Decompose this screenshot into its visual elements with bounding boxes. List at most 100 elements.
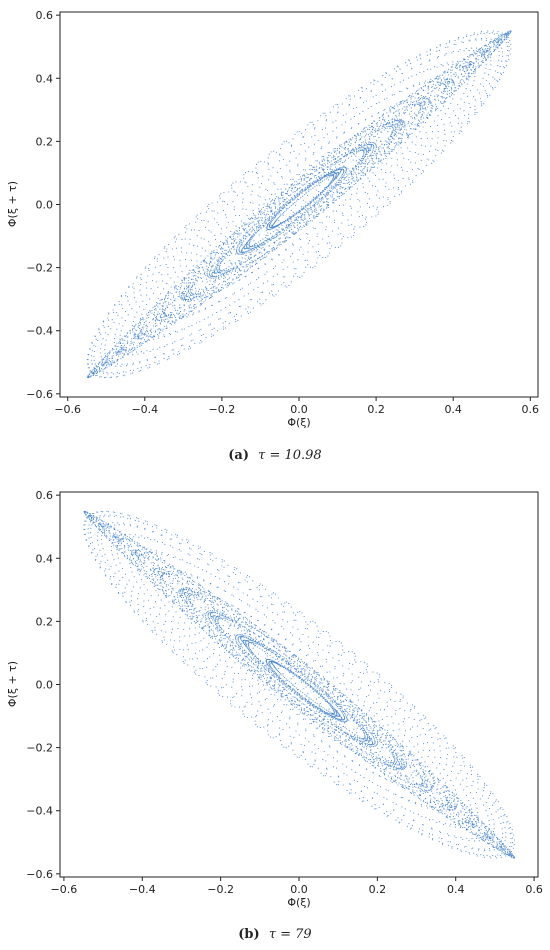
scatter-point-a [356,151,358,153]
scatter-point-a [326,203,328,206]
scatter-point-a [199,294,201,296]
scatter-point-a [267,203,269,205]
scatter-point-a [249,201,251,203]
scatter-point-a [131,372,133,374]
scatter-point-a [355,136,357,138]
scatter-point-a [186,292,188,294]
scatter-point-a [346,176,348,178]
scatter-point-a [382,206,385,208]
scatter-point-a [371,166,373,169]
scatter-point-a [292,222,294,224]
scatter-point-a [250,217,253,219]
scatter-point-a [152,319,154,321]
scatter-point-a [285,237,287,239]
scatter-point-a [226,282,228,285]
scatter-point-a [483,53,485,55]
scatter-point-a [116,351,118,353]
scatter-point-a [221,246,223,248]
scatter-point-a [351,149,353,151]
scatter-point-a [506,45,508,47]
scatter-point-a [335,120,337,122]
scatter-point-a [179,287,181,289]
scatter-point-a [498,51,500,53]
scatter-point-a [496,38,499,40]
scatter-point-a [468,56,470,58]
scatter-point-a [238,215,240,217]
scatter-point-a [479,50,482,52]
scatter-point-a [211,283,214,285]
scatter-point-a [228,251,230,253]
scatter-point-a [258,245,260,247]
scatter-point-a [182,281,184,284]
scatter-point-a [279,153,281,155]
scatter-point-a [315,195,318,197]
scatter-point-a [317,257,319,259]
scatter-point-a [171,320,173,322]
scatter-point-a [340,166,342,169]
scatter-point-a [391,150,393,152]
scatter-point-a [411,68,413,70]
scatter-point-a [373,120,375,122]
scatter-point-a [315,160,317,162]
scatter-point-a [296,190,298,192]
scatter-point-a [339,172,341,174]
scatter-point-a [316,197,318,199]
scatter-point-a [258,223,260,225]
scatter-point-a [313,183,315,185]
scatter-point-a [161,305,163,307]
scatter-point-a [218,266,220,268]
scatter-point-a [270,207,272,209]
scatter-point-a [386,141,388,143]
scatter-point-a [257,213,259,215]
scatter-point-a [256,229,258,231]
scatter-point-a [248,233,250,235]
scatter-point-a [417,153,419,155]
scatter-point-a [238,279,240,281]
scatter-point-a [178,353,181,355]
scatter-point-a [495,49,497,51]
scatter-point-a [161,318,163,321]
scatter-point-a [151,332,153,334]
scatter-point-a [146,326,149,328]
scatter-point-a [275,214,277,216]
scatter-point-a [436,94,438,96]
scatter-point-a [102,357,104,359]
scatter-point-a [318,206,320,208]
scatter-point-a [246,244,248,246]
scatter-point-a [211,314,213,316]
scatter-point-a [452,80,454,82]
scatter-point-a [281,284,283,286]
scatter-point-a [224,242,226,244]
scatter-point-a [369,160,371,162]
scatter-point-a [450,139,453,141]
scatter-point-a [132,347,134,349]
scatter-point-a [352,159,354,161]
scatter-point-a [164,246,166,248]
scatter-point-a [100,370,102,372]
scatter-point-a [362,159,364,162]
scatter-point-a [396,164,398,166]
scatter-point-a [259,243,261,246]
scatter-point-a [124,374,126,376]
scatter-point-a [316,262,318,264]
scatter-point-a [351,152,353,154]
scatter-point-a [407,123,409,125]
scatter-point-a [137,325,139,327]
scatter-point-a [227,270,229,272]
scatter-point-a [177,289,179,291]
scatter-point-a [357,169,359,171]
scatter-point-a [314,143,316,145]
scatter-point-a [110,363,112,365]
scatter-point-a [246,265,248,267]
scatter-point-a [135,329,137,331]
scatter-point-a [382,196,384,198]
scatter-point-a [312,199,314,201]
scatter-point-a [115,350,117,352]
scatter-point-a [272,203,274,205]
scatter-point-a [452,79,454,81]
scatter-point-a [428,85,430,87]
scatter-point-a [124,349,126,351]
scatter-point-a [273,150,275,152]
scatter-point-a [308,146,310,148]
scatter-point-a [480,60,482,63]
